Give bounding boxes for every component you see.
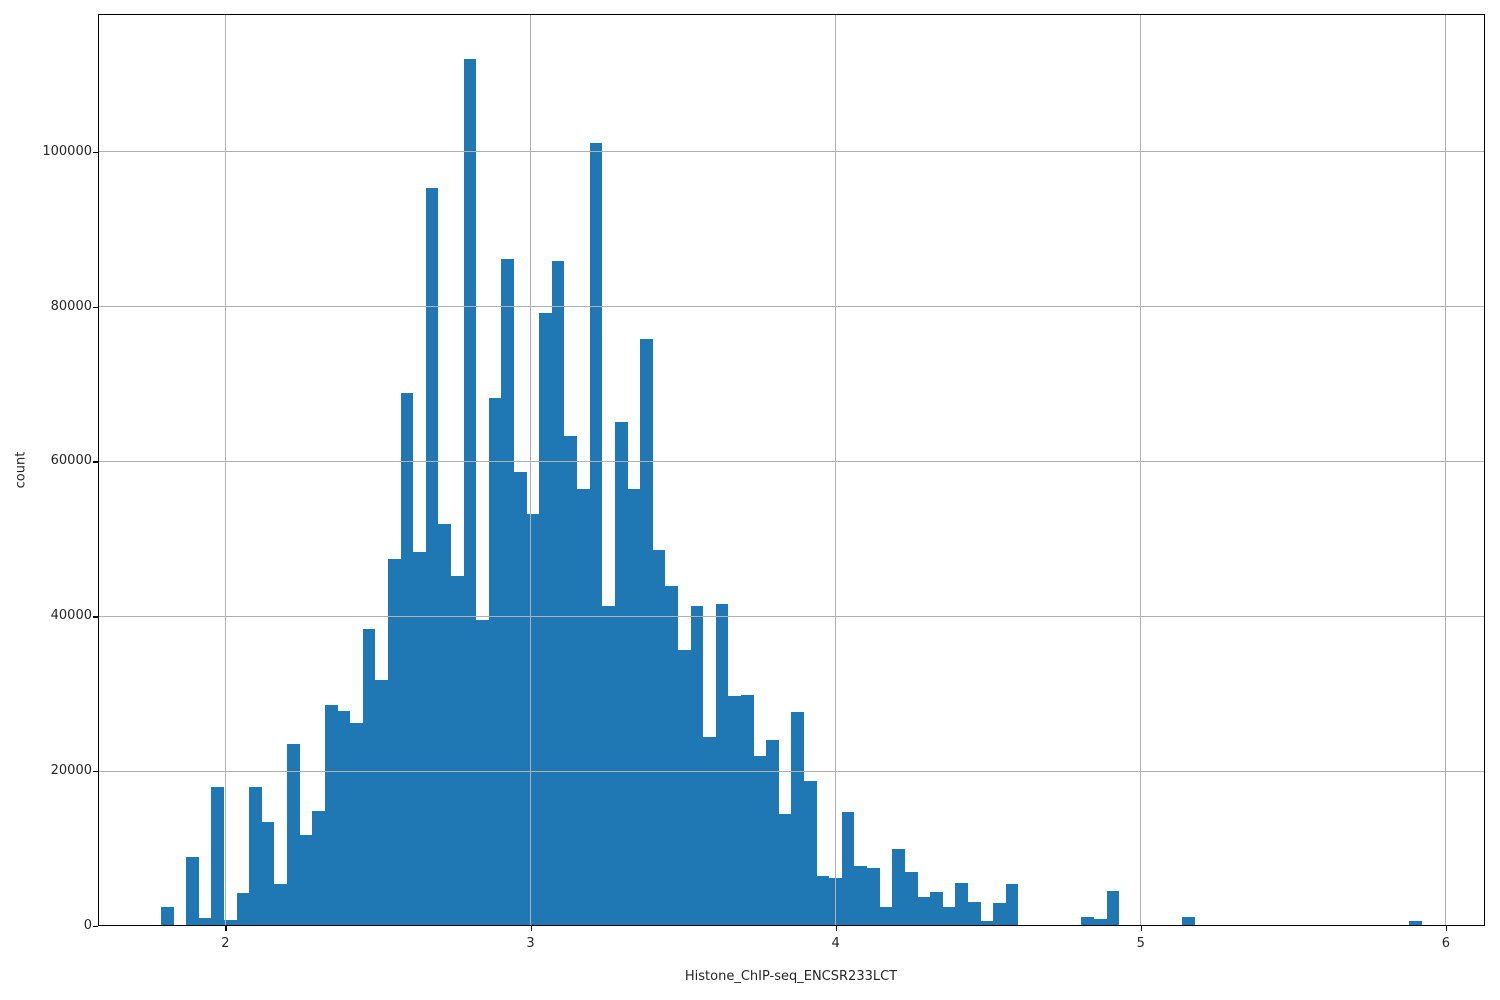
histogram-bar <box>652 549 666 926</box>
histogram-bar <box>829 878 842 926</box>
histogram-bar <box>816 876 830 926</box>
histogram-bar <box>892 848 905 926</box>
histogram-bar <box>577 488 590 926</box>
y-tick-mark <box>93 771 98 773</box>
histogram-bar <box>917 897 931 926</box>
histogram-bar <box>438 524 451 926</box>
histogram-bar <box>350 723 363 926</box>
histogram-bar <box>766 740 779 926</box>
histogram-bar <box>841 812 855 926</box>
histogram-bar <box>564 435 578 926</box>
histogram-bar <box>514 472 527 926</box>
histogram-bar <box>690 606 704 926</box>
histogram-bar <box>186 857 199 926</box>
y-axis-label: count <box>13 451 29 489</box>
histogram-bar <box>161 906 174 926</box>
histogram-bar <box>879 907 893 926</box>
plot-area <box>98 14 1485 926</box>
histogram-bar <box>967 902 981 926</box>
histogram-bar <box>677 650 691 926</box>
histogram-bar <box>362 629 376 926</box>
histogram-bar <box>753 755 767 926</box>
y-tick-label: 100000 <box>42 143 92 159</box>
x-tick-label: 4 <box>831 936 840 951</box>
histogram-bar <box>602 606 615 926</box>
histogram-bar <box>413 552 426 926</box>
x-tick-mark <box>1140 926 1142 931</box>
y-tick-mark <box>93 306 98 308</box>
histogram-bar <box>942 907 956 926</box>
histogram-bar <box>501 258 515 926</box>
y-tick-mark <box>93 151 98 153</box>
x-tick-mark <box>1445 926 1448 931</box>
x-tick-label: 6 <box>1441 936 1451 951</box>
histogram-bar <box>539 312 552 926</box>
histogram-bar <box>867 867 880 926</box>
histogram-bar <box>400 392 414 926</box>
histogram-bar <box>854 866 868 926</box>
histogram-bar <box>627 489 641 926</box>
histogram-bar <box>312 810 325 926</box>
histogram-bar <box>211 786 225 926</box>
x-tick-mark <box>530 926 532 931</box>
histogram-bar <box>665 586 678 926</box>
histogram-bar <box>463 58 477 926</box>
histogram-bar <box>1182 917 1195 926</box>
histogram-bar <box>778 813 792 926</box>
y-tick-label: 60000 <box>50 453 92 469</box>
histogram-bar <box>1005 884 1019 926</box>
histogram-bar <box>324 704 338 926</box>
histogram-bar <box>791 712 805 926</box>
histogram-bar <box>425 188 439 926</box>
histogram-bar <box>1081 917 1095 926</box>
x-tick-label: 5 <box>1136 936 1145 951</box>
histogram-bar <box>1409 920 1422 926</box>
histogram-bar <box>476 620 489 926</box>
histogram-bar <box>526 514 540 926</box>
y-tick-mark <box>93 926 98 928</box>
histogram-bar <box>703 737 716 926</box>
histogram-bar <box>274 884 288 926</box>
y-tick-label: 80000 <box>50 298 92 314</box>
histogram-bar <box>249 786 262 926</box>
histogram-bar <box>224 919 237 926</box>
x-tick-label: 2 <box>221 936 230 951</box>
bars-layer <box>98 14 1485 926</box>
y-tick-label: 0 <box>83 918 92 934</box>
histogram-bar <box>198 918 212 926</box>
histogram-bar <box>375 679 388 926</box>
histogram-bar <box>715 603 729 926</box>
histogram-bar <box>299 834 313 926</box>
histogram-bar <box>993 902 1006 926</box>
x-tick-mark <box>835 926 837 931</box>
y-tick-label: 20000 <box>50 763 92 779</box>
histogram-bar <box>387 559 401 926</box>
x-tick-label: 3 <box>526 936 535 951</box>
histogram-bar <box>640 339 653 926</box>
histogram-bar <box>980 920 994 926</box>
histogram-bar <box>236 893 250 926</box>
histogram-bar <box>728 696 741 926</box>
histogram-bar <box>337 710 351 926</box>
histogram-bar <box>930 891 943 926</box>
histogram-bar <box>614 422 628 926</box>
y-tick-label: 40000 <box>50 608 92 624</box>
histogram-bar <box>804 781 817 926</box>
histogram-bar <box>551 260 565 926</box>
histogram-bar <box>904 871 918 926</box>
histogram-bar <box>451 576 464 926</box>
histogram-bar <box>287 744 300 926</box>
histogram-bar <box>955 883 968 926</box>
histogram-bar <box>488 398 502 926</box>
histogram-bar <box>261 822 275 926</box>
y-tick-mark <box>93 461 98 463</box>
histogram-bar <box>1094 919 1107 926</box>
y-tick-mark <box>93 616 98 618</box>
x-axis-label: Histone_ChIP-seq_ENCSR233LCT <box>684 969 898 984</box>
x-tick-mark <box>225 926 227 931</box>
histogram-bar <box>589 142 603 926</box>
histogram-bar <box>1106 891 1120 926</box>
histogram-bar <box>740 694 754 926</box>
